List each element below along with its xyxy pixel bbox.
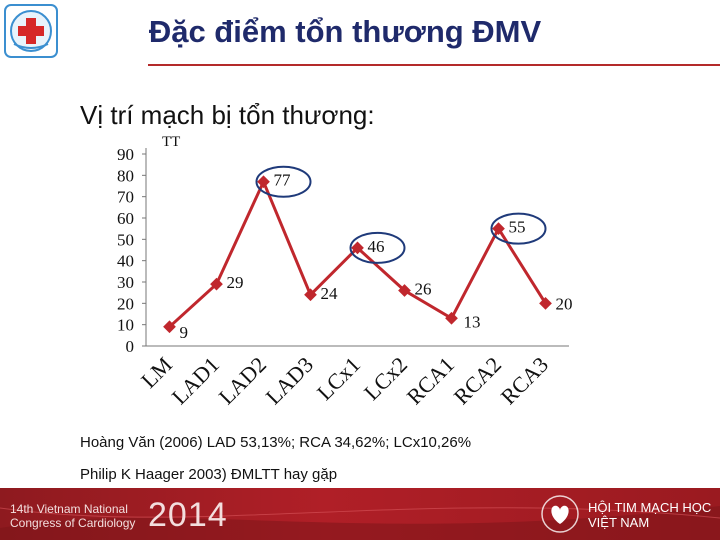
footer-swoosh-icon [0,506,720,540]
congress-year: 2014 [148,496,228,534]
highlight-circle [349,231,406,264]
data-point [210,277,223,291]
association-line-2: VIỆT NAM [588,515,650,530]
data-point [398,284,411,297]
y-tick-label: 20 [117,294,134,313]
hospital-logo-icon [4,4,58,58]
y-tick-label: 80 [117,166,134,185]
series-line [168,177,547,328]
data-point [492,222,505,236]
x-tick-label: LAD1 [167,352,224,409]
data-label: 9 [180,323,189,342]
congress-line-2: Congress of Cardiology [10,516,136,530]
data-label: 26 [415,280,432,299]
x-tick-label: LCx2 [359,352,412,405]
note-hoang-van: Hoàng Văn (2006) LAD 53,13%; RCA 34,62%;… [80,434,472,451]
data-label: 29 [227,273,244,292]
x-tick-label: RCA1 [402,352,459,409]
y-tick-label: 40 [117,252,134,271]
chart-subtitle: Vị trí mạch bị tổn thương: [80,100,375,130]
data-point [351,241,364,255]
data-label: 20 [556,294,573,313]
congress-label: 14th Vietnam National Congress of Cardio… [10,502,135,530]
y-tick-label: 30 [117,273,134,292]
note-haager: Philip K Haager 2003) ĐMLTT hay gặp [80,466,338,483]
y-tick-label: 70 [117,188,134,207]
data-point [304,288,317,302]
association-name: HỘI TIM MẠCH HỌC VIỆT NAM [588,500,711,530]
x-tick-label: LCx1 [312,352,365,405]
x-tick-label: LAD2 [214,352,271,409]
data-label: 55 [509,218,526,237]
page-title: Đặc điểm tổn thương ĐMV [148,14,542,49]
y-tick-label: 0 [126,337,135,356]
y-axis-label: TT [162,134,180,150]
data-label: 77 [274,171,292,190]
data-point [163,320,176,334]
footer-banner: 14th Vietnam National Congress of Cardio… [0,488,720,540]
data-label: 46 [368,237,385,256]
y-tick-label: 90 [117,145,134,164]
data-label: 13 [464,312,481,331]
x-tick-label: LAD3 [261,352,318,409]
y-tick-label: 60 [117,209,134,228]
title-divider [148,64,720,66]
x-tick-label: RCA3 [496,352,553,409]
data-label: 24 [321,284,339,303]
line-chart: TT0102030405060708090LMLAD1LAD2LAD3LCx1L… [117,134,573,409]
data-point [257,175,270,189]
congress-line-1: 14th Vietnam National [10,502,128,516]
data-point [445,311,458,325]
association-line-1: HỘI TIM MẠCH HỌC [588,500,712,515]
highlight-circle [255,165,312,198]
y-tick-label: 50 [117,230,134,249]
highlight-circle [490,212,547,245]
x-tick-label: RCA2 [449,352,506,409]
heart-association-logo-icon [541,495,579,533]
y-tick-label: 10 [117,316,134,335]
